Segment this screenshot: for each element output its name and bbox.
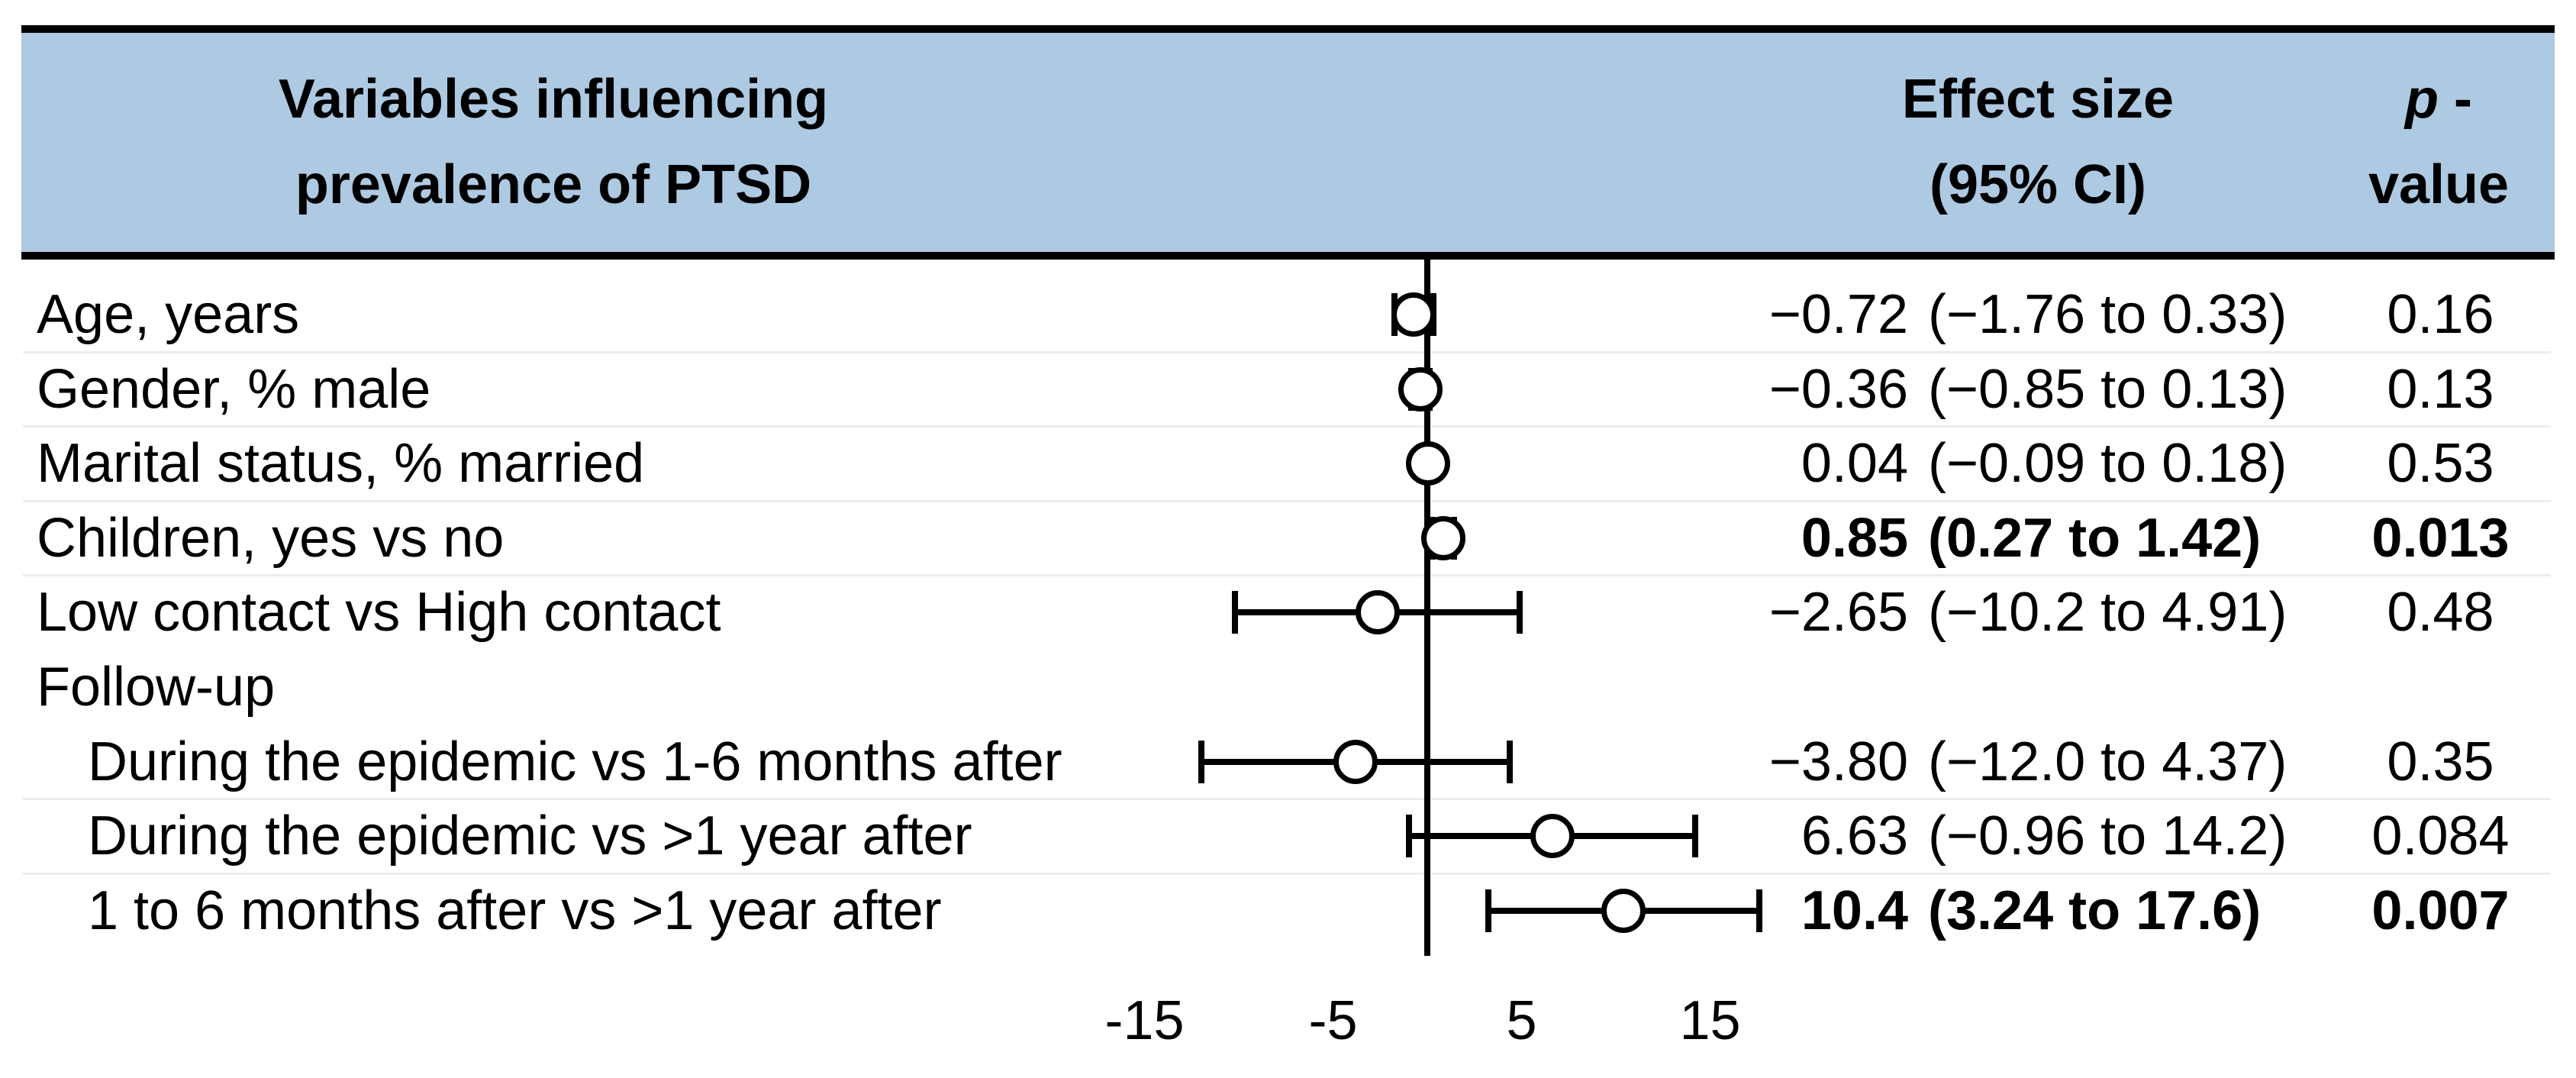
forest-row: During the epidemic vs >1 year after 6.63… — [0, 799, 2576, 873]
p-value: 0.13 — [2387, 358, 2494, 420]
forest-row: Children, yes vs no 0.85 (0.27 to 1.42) 0.0… — [0, 501, 2576, 576]
p-dash: - — [2439, 68, 2472, 130]
point-marker — [1420, 515, 1465, 560]
page-title-line2: prevalence of PTSD — [295, 153, 812, 215]
effect-size-header-line1: Effect size — [1901, 68, 2175, 130]
p-value-column-header: p - value — [2313, 33, 2565, 252]
forest-row: Gender, % male −0.36 (−0.85 to 0.13) 0.13 — [0, 352, 2576, 427]
ci-cap-right — [1506, 740, 1513, 783]
page-title-line1: Variables influencing — [278, 68, 829, 130]
ci-cap-left — [1198, 740, 1204, 783]
p-value-header-line2: value — [2368, 153, 2510, 215]
row-separator — [23, 872, 2551, 875]
forest-row: Age, years −0.72 (−1.76 to 0.33) 0.16 — [0, 277, 2576, 352]
row-label: Low contact vs High contact — [37, 582, 721, 644]
ci-value: (3.24 to 17.6) — [1928, 880, 2262, 941]
row-label: 1 to 6 months after vs >1 year after — [88, 880, 942, 941]
p-value: 0.007 — [2371, 880, 2510, 941]
p-value-header-line1: p - — [2313, 57, 2565, 143]
ci-value: (−10.2 to 4.91) — [1928, 582, 2287, 644]
ci-value: (−0.09 to 0.18) — [1928, 433, 2287, 495]
p-value: 0.013 — [2371, 507, 2510, 569]
point-marker — [1355, 590, 1400, 635]
ci-value: (−0.96 to 14.2) — [1928, 805, 2287, 867]
forest-row: During the epidemic vs 1-6 months after −… — [0, 725, 2576, 799]
point-marker — [1530, 814, 1575, 859]
ci-cap-left — [1485, 889, 1492, 932]
row-separator — [23, 499, 2551, 502]
effect-value: 10.4 — [1801, 880, 1908, 941]
forest-row: Follow-up — [0, 650, 2576, 725]
effect-value: −2.65 — [1768, 582, 1908, 644]
ci-cap-right — [1517, 591, 1523, 634]
effect-value: 0.04 — [1801, 433, 1908, 495]
ci-cap-left — [1406, 815, 1413, 858]
row-label: Age, years — [37, 284, 300, 345]
row-label: During the epidemic vs 1-6 months after — [88, 731, 1062, 792]
row-label: During the epidemic vs >1 year after — [88, 805, 972, 867]
row-label: Follow-up — [37, 657, 276, 718]
effect-size-column-header: Effect size (95% CI) — [1778, 33, 2297, 252]
point-marker — [1333, 739, 1378, 784]
effect-value: −0.36 — [1768, 358, 1908, 420]
point-marker — [1398, 366, 1443, 412]
zero-line — [1424, 260, 1430, 956]
p-value: 0.16 — [2387, 284, 2494, 345]
p-value: 0.53 — [2387, 433, 2494, 495]
axis-tick-label: -15 — [1104, 990, 1185, 1051]
effect-value: −3.80 — [1768, 731, 1908, 792]
row-separator — [23, 798, 2551, 801]
p-value: 0.084 — [2371, 805, 2510, 867]
p-value: 0.48 — [2387, 582, 2494, 644]
row-label: Marital status, % married — [37, 433, 645, 495]
ci-value: (−1.76 to 0.33) — [1928, 284, 2287, 345]
effect-value: −0.72 — [1768, 284, 1908, 345]
effect-value: 6.63 — [1801, 805, 1908, 867]
axis-tick-label: 15 — [1679, 990, 1741, 1051]
ci-value: (−0.85 to 0.13) — [1928, 358, 2287, 420]
point-marker — [1391, 292, 1436, 337]
ci-cap-right — [1755, 889, 1762, 932]
forest-row: Low contact vs High contact −2.65 (−10.2 t… — [0, 575, 2576, 650]
point-marker — [1405, 441, 1450, 486]
forest-row: Marital status, % married 0.04 (−0.09 to 0… — [0, 426, 2576, 501]
point-marker — [1601, 888, 1646, 933]
row-label: Children, yes vs no — [37, 507, 505, 569]
axis-tick-label: -5 — [1308, 990, 1358, 1051]
ci-cap-right — [1691, 815, 1698, 858]
row-label: Gender, % male — [37, 358, 431, 420]
row-separator — [23, 350, 2551, 353]
axis-tick-label: 5 — [1506, 990, 1537, 1051]
p-italic-glyph: p — [2405, 68, 2439, 130]
effect-value: 0.85 — [1801, 507, 1908, 569]
forest-row: 1 to 6 months after vs >1 year after 10.4… — [0, 873, 2576, 948]
ci-value: (0.27 to 1.42) — [1928, 507, 2262, 569]
ci-cap-left — [1232, 591, 1239, 634]
header-band — [21, 25, 2555, 260]
effect-size-header-line2: (95% CI) — [1929, 153, 2147, 215]
row-separator — [23, 574, 2551, 577]
page-title: Variables influencing prevalence of PTSD — [0, 33, 1107, 252]
p-value: 0.35 — [2387, 731, 2494, 792]
ci-value: (−12.0 to 4.37) — [1928, 731, 2287, 792]
row-separator — [23, 425, 2551, 428]
